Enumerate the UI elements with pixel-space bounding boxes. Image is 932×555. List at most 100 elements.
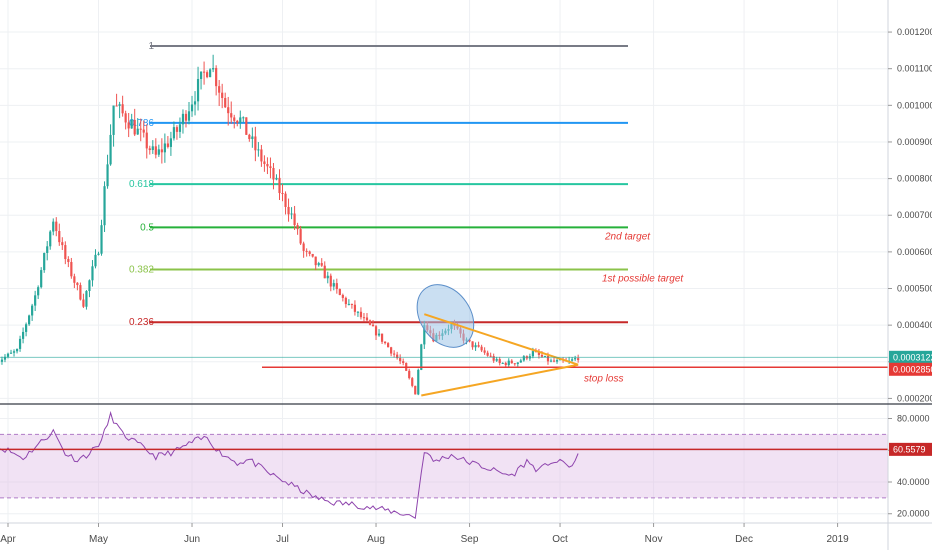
candle-down: [146, 133, 148, 149]
candle-down: [61, 242, 63, 245]
fib-level-label: 1: [148, 41, 154, 52]
candle-up: [290, 214, 292, 215]
candle-down: [399, 358, 401, 361]
candle-up: [170, 138, 172, 147]
candle-down: [73, 276, 75, 282]
candle-up: [10, 353, 12, 354]
candle-down: [384, 342, 386, 343]
candle-down: [375, 326, 377, 335]
last-price-label: 0.0003122: [893, 352, 932, 362]
candle-down: [143, 130, 145, 133]
candle-up: [544, 356, 546, 357]
candle-up: [496, 359, 498, 361]
time-tick-label: May: [89, 534, 108, 545]
price-tick-label: 0.0012000: [897, 27, 932, 37]
candle-down: [309, 251, 311, 254]
candle-up: [508, 361, 510, 365]
candle-down: [55, 222, 57, 231]
annotation-stop-loss: stop loss: [584, 373, 623, 384]
candle-down: [281, 193, 283, 194]
price-tick-label: 0.0006000: [897, 247, 932, 257]
time-tick-label: Sep: [461, 534, 479, 545]
candle-up: [556, 360, 558, 362]
candle-up: [182, 114, 184, 124]
candle-down: [369, 320, 371, 324]
time-tick-label: Jun: [184, 534, 200, 545]
candle-down: [122, 104, 124, 113]
candle-down: [493, 356, 495, 361]
candle-down: [505, 363, 507, 365]
candle-up: [119, 104, 121, 106]
candle-down: [411, 378, 413, 386]
candle-down: [303, 243, 305, 250]
candle-up: [179, 124, 181, 132]
candle-down: [134, 120, 136, 135]
candle-up: [34, 295, 36, 305]
candle-down: [176, 127, 178, 132]
candle-down: [215, 68, 217, 86]
annotation-2nd-target: 2nd target: [604, 231, 651, 242]
time-tick-label: Jul: [276, 534, 289, 545]
candle-down: [167, 143, 169, 146]
stop-loss-price-label: 0.0002850: [893, 364, 932, 374]
candle-up: [13, 351, 15, 352]
candle-down: [236, 121, 238, 123]
candle-up: [103, 186, 105, 225]
candle-down: [484, 350, 486, 352]
candle-up: [152, 146, 154, 150]
rsi-current-label: 60.5579: [893, 444, 926, 454]
candle-up: [25, 324, 27, 332]
candle-up: [571, 359, 573, 360]
time-tick-label: Aug: [367, 534, 385, 545]
candle-up: [200, 72, 202, 79]
time-tick-label: Dec: [735, 534, 753, 545]
candle-up: [191, 104, 193, 111]
candle-up: [173, 127, 175, 138]
time-tick-label: 2019: [826, 534, 849, 545]
candle-down: [336, 283, 338, 289]
candle-down: [293, 214, 295, 226]
candle-down: [76, 283, 78, 285]
candle-up: [88, 280, 90, 291]
candle-down: [478, 345, 480, 347]
candle-up: [242, 117, 244, 118]
candle-down: [161, 149, 163, 152]
candle-up: [91, 266, 93, 280]
candle-down: [203, 72, 205, 73]
annotation-1st-target: 1st possible target: [602, 273, 684, 284]
candle-down: [67, 259, 69, 262]
candle-up: [327, 276, 329, 279]
candle-up: [40, 270, 42, 287]
candle-down: [287, 207, 289, 214]
rsi-band: [0, 434, 888, 498]
candle-down: [64, 245, 66, 259]
candle-up: [417, 370, 419, 395]
candle-up: [197, 79, 199, 101]
candle-down: [387, 343, 389, 347]
candle-down: [125, 113, 127, 122]
price-tick-label: 0.0004000: [897, 320, 932, 330]
candle-down: [312, 254, 314, 257]
candle-down: [577, 358, 579, 360]
candle-down: [372, 325, 374, 326]
candle-down: [278, 178, 280, 193]
price-tick-label: 0.0005000: [897, 284, 932, 294]
candle-up: [37, 287, 39, 295]
candle-down: [233, 117, 235, 120]
candle-up: [257, 149, 259, 150]
candle-up: [574, 358, 576, 359]
candle-down: [297, 225, 299, 229]
candle-up: [16, 349, 18, 351]
candle-down: [128, 122, 130, 128]
fib-level-label: 0.618: [129, 179, 154, 190]
candle-down: [393, 354, 395, 355]
candle-down: [227, 107, 229, 113]
candle-up: [474, 345, 476, 347]
candle-down: [272, 168, 274, 180]
fib-level-label: 0.5: [140, 222, 154, 233]
candle-down: [221, 93, 223, 98]
candle-down: [339, 289, 341, 295]
price-tick-label: 0.0009000: [897, 137, 932, 147]
candle-down: [248, 135, 250, 139]
